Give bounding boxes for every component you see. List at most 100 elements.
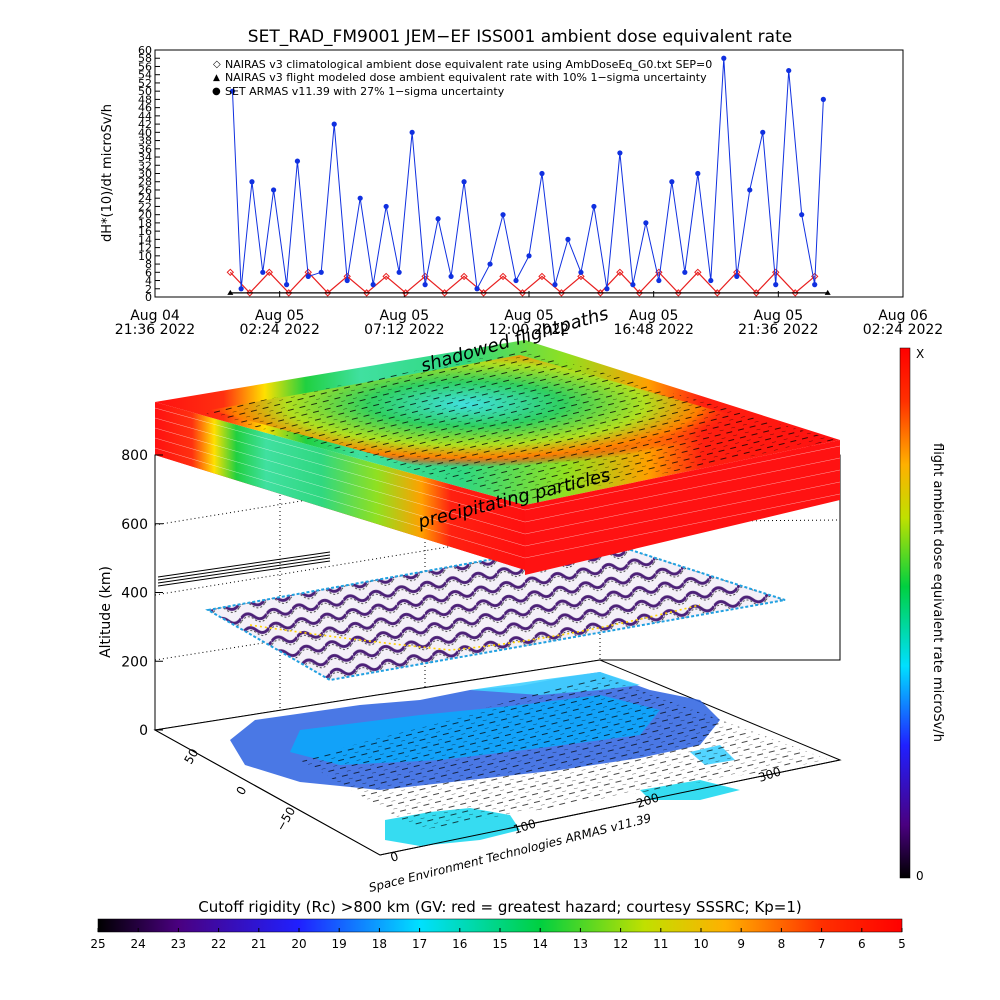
rigidity-tick-label: 11 bbox=[653, 937, 668, 951]
rigidity-tick-label: 7 bbox=[818, 937, 826, 951]
data-point-nairas-climatological bbox=[499, 272, 507, 281]
dose-colorbar-bottom-label: 0 bbox=[916, 869, 924, 883]
data-point-set-armas bbox=[344, 277, 350, 284]
globe-3d-panel: shadowed flightpaths precipitating parti… bbox=[98, 303, 842, 895]
x-tick-time: 21:36 2022 bbox=[115, 322, 195, 338]
data-point-set-armas bbox=[578, 269, 584, 275]
altitude-tick-label: 800 bbox=[121, 448, 148, 464]
y-tick-label: 32 bbox=[138, 159, 152, 172]
data-point-nairas-climatological bbox=[246, 289, 254, 297]
y-tick-label: 44 bbox=[138, 110, 152, 123]
data-point-set-armas bbox=[721, 55, 727, 61]
latitude-tick-label: −50 bbox=[273, 805, 298, 834]
rigidity-tick-label: 10 bbox=[693, 937, 708, 951]
data-point-nairas-climatological bbox=[772, 268, 780, 277]
data-point-nairas-climatological bbox=[674, 289, 683, 297]
map-ground-tracks bbox=[300, 676, 830, 830]
x-tick-time: 02:24 2022 bbox=[863, 322, 943, 338]
altitude-ticks: 0 200 400 600 800 bbox=[121, 448, 163, 739]
y-tick-label: 26 bbox=[138, 184, 152, 197]
rigidity-tick-label: 25 bbox=[90, 937, 105, 951]
data-point-set-armas bbox=[630, 282, 636, 288]
data-point-set-armas bbox=[773, 282, 779, 288]
data-point-nairas-climatological bbox=[694, 268, 702, 277]
data-point-set-armas bbox=[331, 121, 337, 127]
data-point-set-armas bbox=[617, 150, 623, 156]
x-tick-date: Aug 05 bbox=[629, 308, 679, 324]
data-point-set-armas bbox=[500, 212, 506, 218]
x-tick-date: Aug 05 bbox=[754, 308, 804, 324]
rigidity-tick-label: 14 bbox=[533, 937, 548, 951]
legend-symbol-circle: ● bbox=[212, 86, 221, 97]
altitude-tick-label: 0 bbox=[139, 723, 148, 739]
legend-entry-nairas-climatological: ◇ NAIRAS v3 climatological ambient dose … bbox=[213, 58, 712, 71]
y-tick-label: 36 bbox=[138, 143, 152, 156]
data-point-nairas-flight bbox=[824, 289, 831, 295]
y-tick-label: 30 bbox=[138, 168, 152, 181]
latitude-tick-label: 0 bbox=[233, 784, 249, 798]
x-tick-date: Aug 04 bbox=[130, 308, 180, 324]
legend-entry-set-armas: ● SET ARMAS v11.39 with 27% 1−sigma unce… bbox=[212, 85, 505, 98]
rigidity-colorbar-ticks: 25 24 23 22 21 20 19 18 17 16 15 14 13 12 11 10 9 8 7 6 5 bbox=[90, 928, 906, 951]
latitude-tick-label: 50 bbox=[181, 746, 201, 766]
data-point-set-armas bbox=[283, 282, 290, 288]
data-point-set-armas bbox=[708, 277, 714, 284]
latitude-axis bbox=[154, 729, 381, 856]
data-point-nairas-climatological bbox=[791, 289, 799, 297]
data-point-nairas-flight bbox=[227, 289, 234, 295]
data-point-set-armas bbox=[448, 273, 454, 280]
rigidity-tick-label: 17 bbox=[412, 937, 427, 951]
x-tick-date: Aug 06 bbox=[878, 308, 928, 324]
data-point-nairas-climatological bbox=[226, 268, 235, 277]
rigidity-tick-label: 9 bbox=[737, 937, 745, 951]
data-point-set-armas bbox=[799, 212, 805, 218]
data-point-set-armas bbox=[682, 269, 688, 275]
y-tick-label: 28 bbox=[138, 176, 152, 189]
particle-slab-layer-lines bbox=[154, 407, 841, 559]
timeseries-series bbox=[226, 55, 831, 297]
data-point-set-armas bbox=[461, 179, 467, 185]
data-point-set-armas bbox=[526, 253, 532, 259]
x-tick-time: 21:36 2022 bbox=[738, 322, 818, 338]
data-point-set-armas bbox=[409, 129, 415, 135]
altitude-tick-label: 400 bbox=[121, 586, 148, 602]
rigidity-tick-label: 15 bbox=[492, 937, 507, 951]
y-tick-label: 24 bbox=[138, 192, 152, 205]
dose-colorbar-gradient bbox=[899, 347, 911, 879]
altitude-tick-label: 200 bbox=[121, 654, 148, 670]
timeseries-y-axis-label: dH*(10)/dt microSv/h bbox=[100, 104, 115, 242]
data-point-nairas-climatological bbox=[518, 289, 527, 297]
chart-title: SET_RAD_FM9001 JEM−EF ISS001 ambient dos… bbox=[248, 27, 792, 47]
data-point-set-armas bbox=[656, 277, 662, 284]
data-point-set-armas bbox=[229, 88, 236, 94]
y-tick-label: 16 bbox=[138, 225, 152, 238]
data-point-nairas-climatological bbox=[752, 289, 760, 297]
data-point-set-armas bbox=[591, 203, 597, 210]
y-tick-label: 52 bbox=[138, 77, 152, 90]
data-point-nairas-climatological bbox=[538, 272, 546, 281]
y-tick-label: 14 bbox=[138, 233, 152, 246]
y-tick-label: 50 bbox=[138, 85, 152, 98]
rigidity-tick-label: 8 bbox=[778, 937, 786, 951]
rigidity-colorbar: Cutoff rigidity (Rc) >800 km (GV: red = … bbox=[90, 898, 905, 951]
data-point-set-armas bbox=[357, 195, 363, 201]
data-point-set-armas bbox=[820, 96, 826, 102]
data-point-set-armas bbox=[552, 282, 558, 288]
rigidity-tick-label: 22 bbox=[211, 937, 226, 951]
data-point-nairas-climatological bbox=[324, 289, 332, 297]
data-point-set-armas bbox=[396, 269, 402, 275]
data-point-nairas-climatological bbox=[362, 289, 371, 297]
y-tick-label: 0 bbox=[145, 291, 152, 304]
data-point-nairas-climatological bbox=[401, 289, 410, 297]
longitude-tick-label: 0 bbox=[389, 849, 401, 865]
y-tick-label: 58 bbox=[138, 52, 152, 65]
legend-label: SET ARMAS v11.39 with 27% 1−sigma uncert… bbox=[225, 85, 505, 98]
x-tick-time: 16:48 2022 bbox=[613, 322, 693, 338]
legend-label: NAIRAS v3 climatological ambient dose eq… bbox=[225, 58, 712, 71]
data-point-set-armas bbox=[370, 282, 376, 288]
legend-symbol-triangle: ▲ bbox=[213, 73, 220, 83]
rigidity-tick-label: 18 bbox=[372, 937, 387, 951]
dose-colorbar: X 0 flight ambient dose equivalent rate … bbox=[899, 347, 945, 883]
